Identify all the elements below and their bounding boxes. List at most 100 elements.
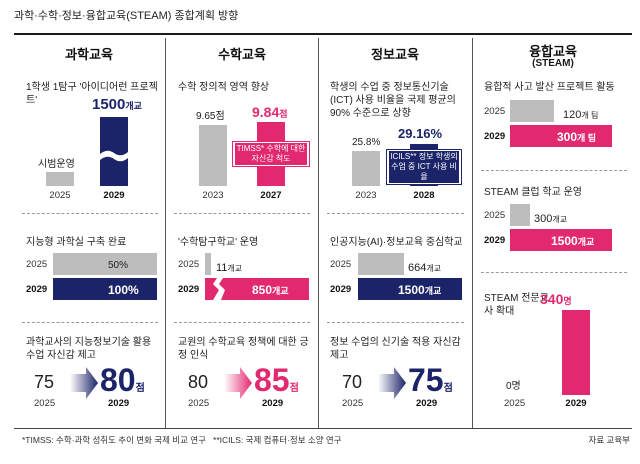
steam-s2-value-2025-unit: 개교: [552, 215, 568, 224]
steam-s3-label: STEAM 전문교사 확대: [484, 293, 549, 317]
steam-s1-value-2025-num: 120: [563, 109, 582, 121]
column-divider: [472, 38, 473, 428]
column-title-science: 과학교육: [65, 47, 113, 62]
steam-s2-year-2025: 2025: [484, 210, 506, 221]
steam-s2-value-2025-num: 300: [534, 213, 553, 225]
science-s1-label: 1학생 1탐구 '아이디어런 프로젝트': [26, 82, 158, 106]
science-s2-value-2029: 100%: [108, 283, 139, 297]
steam-s1-year-2029: 2029: [484, 131, 506, 142]
section-separator: [22, 213, 158, 214]
info-s1-year-2028: 2028: [413, 190, 435, 201]
science-s2-label: 지능형 과학실 구축 완료: [26, 237, 127, 248]
info-s2-year-2029: 2029: [330, 284, 352, 295]
steam-s2-bar-2029: [510, 229, 612, 251]
science-s1-target-label: 1500개교: [92, 96, 162, 114]
info-s2-value-2025: 664개교: [408, 258, 441, 276]
steam-s1-value-2029-num: 300: [557, 130, 578, 144]
steam-s2-value-2029-num: 1500: [551, 234, 578, 248]
science-s1-bar-2029: [100, 117, 128, 186]
section-separator: [327, 213, 464, 214]
info-s2-value-2025-unit: 개교: [426, 264, 442, 273]
steam-s1-value-2025: 120개 팀: [563, 105, 598, 123]
steam-s2-value-2029-unit: 개교: [577, 237, 595, 247]
steam-s3-year-2029: 2029: [565, 398, 587, 409]
info-s2-value-2025-num: 664: [408, 262, 427, 274]
science-s3-from-value: 75: [34, 372, 55, 392]
science-s1-bar-2025: [46, 172, 74, 186]
science-s3-from-year: 2025: [34, 398, 56, 409]
science-s3-to-year: 2029: [108, 398, 130, 409]
info-s2-label: 인공지능(AI)·정보교육 중심학교: [330, 237, 463, 248]
info-s2-year-2025: 2025: [330, 259, 352, 270]
column-subtitle-steam: (STEAM): [532, 58, 574, 69]
science-s1-target-value: 1500: [92, 96, 126, 113]
info-s2-value-2029-unit: 개교: [424, 286, 442, 296]
math-s2-value-2029-num: 850: [252, 283, 273, 297]
info-s3-to-label: 75점: [408, 362, 453, 399]
math-s1-year-2027: 2027: [260, 190, 282, 201]
math-s1-value-2027-unit: 점: [279, 109, 288, 119]
info-s1-bar-2023: [352, 151, 380, 186]
info-s2-bar-2029: [358, 278, 462, 300]
math-s2-value-2025-num: 11: [216, 262, 228, 274]
math-s3-from-year: 2025: [188, 398, 210, 409]
info-s3-from-value: 70: [342, 372, 363, 392]
section-separator: [327, 322, 464, 323]
info-s1-year-2023: 2023: [355, 190, 377, 201]
math-s3-label: 교원의 수학교육 정책에 대한 긍정 인식: [178, 337, 309, 361]
steam-s1-label: 융합적 사고 발산 프로젝트 활동: [484, 82, 615, 93]
science-s1-target-unit: 개교: [125, 101, 142, 111]
steam-s1-value-2029-unit: 개 팀: [577, 133, 597, 143]
science-s3-to-value: 80: [100, 362, 136, 398]
steam-s3-value-2029-unit: 명: [563, 296, 572, 306]
steam-s3-year-2025: 2025: [504, 398, 526, 409]
steam-s3-value-2029: 340명: [540, 291, 572, 309]
math-s2-value-2025: 11개교: [216, 258, 242, 276]
column-title-math: 수학교육: [218, 47, 266, 62]
info-s1-note-box: ICILS** 정보 학생의 수업 중 ICT 사용 비율: [386, 149, 462, 185]
math-s2-bar-2025: [205, 253, 211, 275]
info-s3-label: 정보 수업의 신기술 적용 자신감 제고: [330, 337, 461, 361]
steam-s2-value-2025: 300개교: [534, 209, 567, 227]
math-s2-bar-2029: [205, 278, 309, 300]
source-credit: 자료 교육부: [588, 435, 630, 445]
info-s1-label: 학생의 수업 중 정보통신기술(ICT) 사용 비율을 국제 평균의 90% 수…: [330, 82, 456, 119]
science-s2-value-2025: 50%: [108, 260, 129, 271]
math-s2-label: '수학탐구학교' 운영: [178, 237, 259, 248]
footnote: *TIMSS: 수학·과학 성취도 추이 변화 국제 비교 연구 **ICILS…: [22, 435, 342, 445]
math-s1-note-box: TIMSS* 수학에 대한 자신감 척도: [232, 141, 310, 167]
footer-rule: [14, 428, 632, 429]
info-s1-note: ICILS** 정보 학생의 수업 중 ICT 사용 비율: [389, 151, 459, 183]
math-s1-value-2027-num: 9.84: [252, 104, 280, 120]
info-s2-value-2029-num: 1500: [398, 283, 425, 297]
steam-s1-bar-2029: [510, 125, 612, 147]
math-s1-value-2023: 9.65점: [196, 111, 225, 122]
math-s1-value-2027: 9.84점: [252, 104, 288, 122]
math-s1-bar-2023: [199, 125, 227, 186]
info-s1-value-2028: 29.16%: [398, 126, 443, 141]
page-title: 과학·수학·정보·융합교육(STEAM) 종합계획 방향: [14, 10, 239, 22]
column-divider: [165, 38, 166, 428]
math-s3-from-value: 80: [188, 372, 209, 392]
science-s2-bar-2029: [53, 278, 157, 300]
column-title-info: 정보교육: [371, 47, 419, 62]
math-s3-to-label: 85점: [254, 362, 299, 399]
info-s3-to-unit: 점: [443, 383, 453, 394]
science-s3-to-unit: 점: [135, 383, 145, 394]
science-s3-label: 과학교사의 지능정보기술 활용 수업 자신감 제고: [26, 337, 152, 361]
math-s2-year-2025: 2025: [178, 259, 200, 270]
science-s3-to-label: 80점: [100, 362, 145, 399]
math-s1-label: 수학 정의적 영역 향상: [178, 82, 270, 93]
info-s2-value-2029: 1500개교: [398, 281, 441, 299]
arrow-right-icon: [70, 367, 98, 399]
arrow-right-icon: [224, 367, 252, 399]
math-s2-year-2029: 2029: [178, 284, 200, 295]
math-s2-value-2029-unit: 개교: [272, 286, 289, 296]
math-s2-value-2025-unit: 개교: [227, 264, 243, 273]
info-s1-value-2023: 25.8%: [352, 137, 381, 148]
science-s2-bar-2025: [53, 253, 157, 275]
info-s3-to-year: 2029: [416, 398, 438, 409]
steam-s2-bar-2025: [510, 204, 530, 226]
science-s2-year-2025: 2025: [26, 259, 48, 270]
steam-s2-value-2029: 1500개교: [551, 232, 594, 250]
